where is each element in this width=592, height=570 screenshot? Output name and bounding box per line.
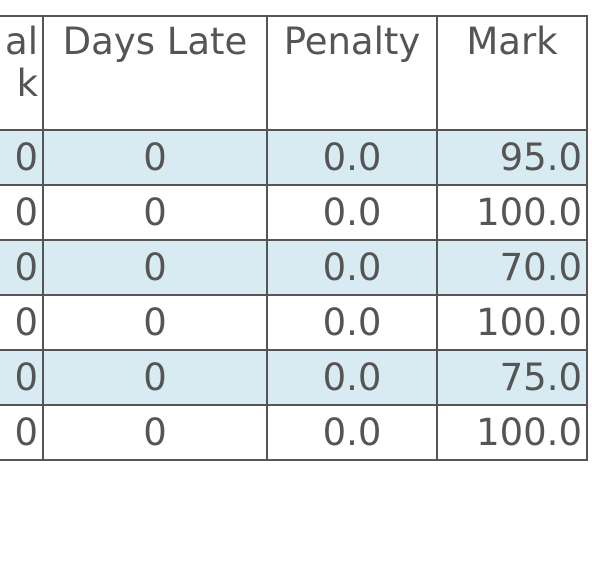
header-cell: Penalty [266,15,438,131]
table-cell: 100.0 [436,404,588,461]
table-cell: 0 [0,129,44,186]
table-row: 0 0 0.0 70.0 [0,239,588,296]
table-cell: 0 [42,184,268,241]
table-cell: 0 [0,349,44,406]
table-cell: 0 [0,404,44,461]
table-cell: 75.0 [436,349,588,406]
header-cell: Mark [436,15,588,131]
table-row: 0 0 0.0 95.0 [0,129,588,186]
table-row: 0 0 0.0 100.0 [0,184,588,241]
header-row: al k Days Late Penalty Mark [0,15,588,131]
table-cell: 0 [42,404,268,461]
table-cell: 0 [42,239,268,296]
header-cell: al k [0,15,44,131]
header-cell: Days Late [42,15,268,131]
table-cell: 0.0 [266,349,438,406]
table-row: 0 0 0.0 100.0 [0,294,588,351]
table-cell: 70.0 [436,239,588,296]
table-cell: 0 [42,129,268,186]
table-cell: 0 [42,349,268,406]
table-cell: 0.0 [266,294,438,351]
table-cell: 95.0 [436,129,588,186]
table-cell: 100.0 [436,294,588,351]
header-line: al [5,20,38,63]
table-row: 0 0 0.0 75.0 [0,349,588,406]
table-cell: 0.0 [266,184,438,241]
marks-table: al k Days Late Penalty Mark 0 0 0.0 95.0 0 0 0.0 10… [0,15,588,461]
table-row: 0 0 0.0 100.0 [0,404,588,461]
table-cell: 0 [0,239,44,296]
table-cell: 0 [0,184,44,241]
table-body: 0 0 0.0 95.0 0 0 0.0 100.0 0 0 0.0 70.0 0 0 0.0 100.0 0 0… [0,129,588,461]
table-cell: 0.0 [266,404,438,461]
table-cell: 0.0 [266,239,438,296]
header-line: k [16,62,38,105]
table-cell: 0 [0,294,44,351]
table-cell: 0.0 [266,129,438,186]
table-cell: 0 [42,294,268,351]
table-cell: 100.0 [436,184,588,241]
